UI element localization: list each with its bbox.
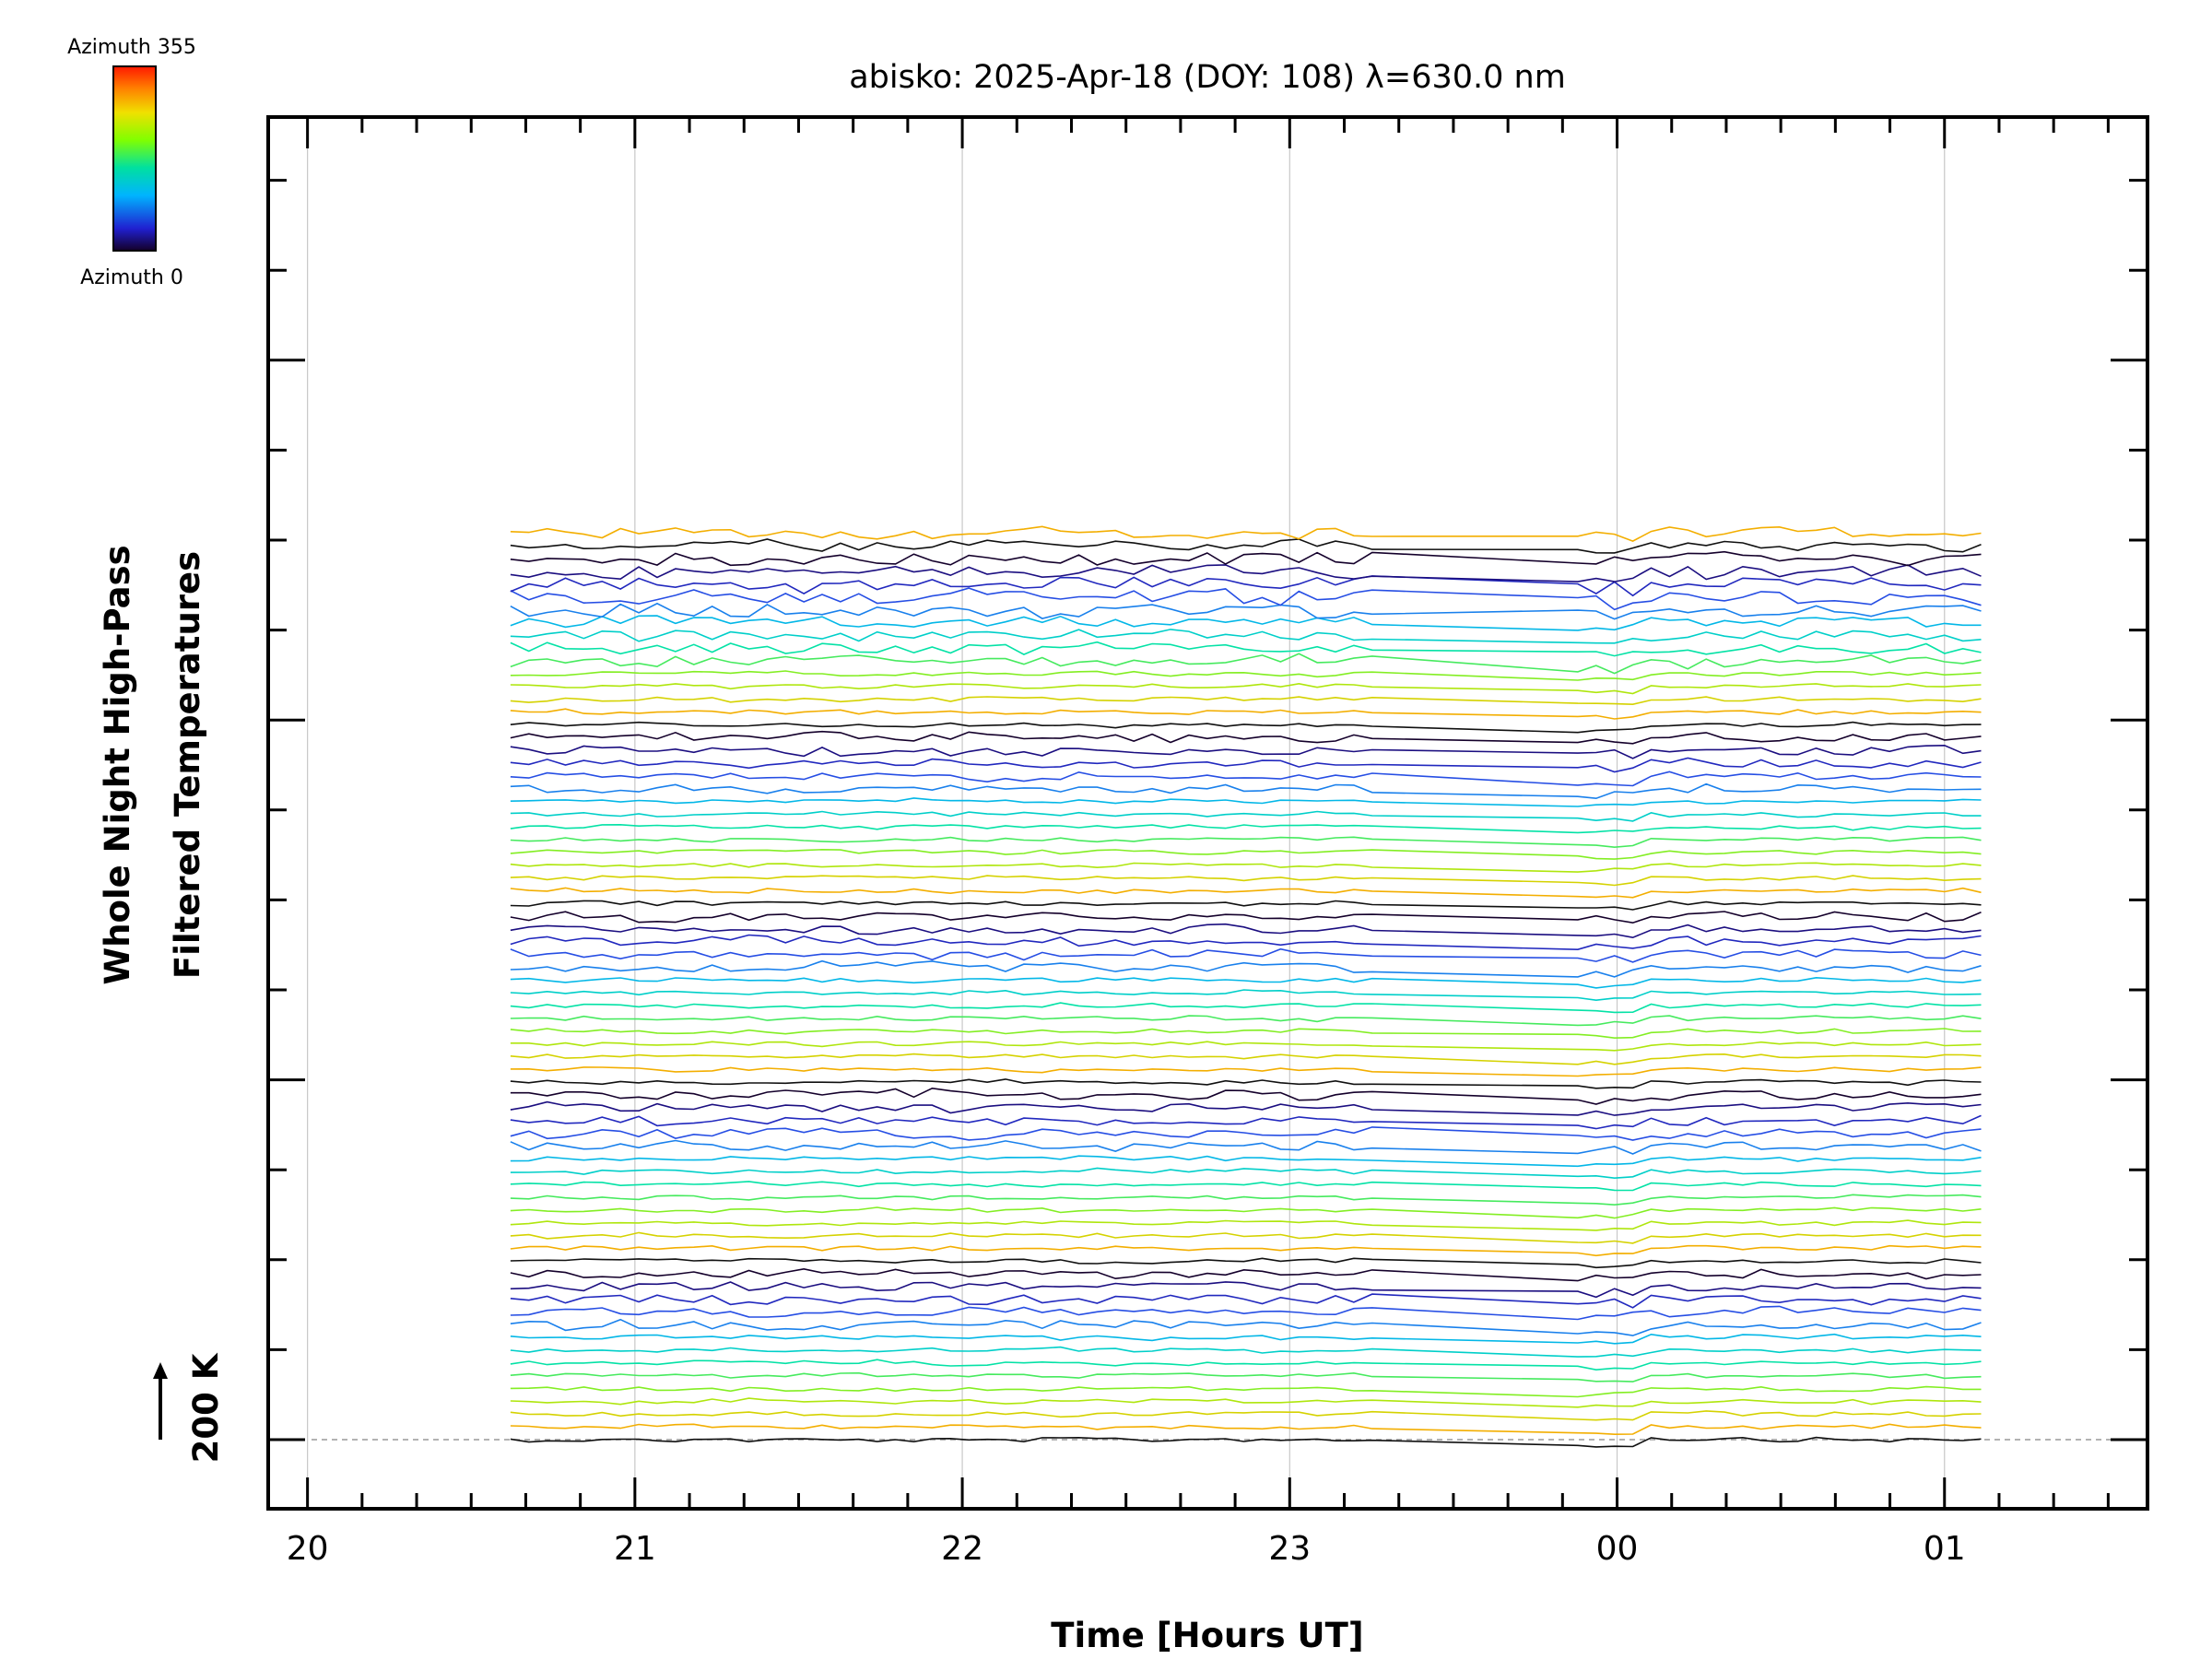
- trace-37: [510, 976, 1982, 989]
- trace-11: [510, 1305, 1982, 1321]
- x-tick-label-20: 20: [287, 1530, 329, 1568]
- trace-60: [510, 682, 1982, 695]
- trace-14: [510, 1267, 1982, 1282]
- colorbar-top-label: Azimuth 355: [67, 36, 196, 59]
- trace-17: [510, 1231, 1982, 1244]
- plot-frame: [266, 115, 2149, 1511]
- trace-32: [510, 1041, 1982, 1052]
- trace-47: [510, 848, 1982, 860]
- colorbar-bottom-label: Azimuth 0: [80, 266, 183, 289]
- x-tick-label-23: 23: [1268, 1530, 1311, 1568]
- trace-40: [510, 934, 1982, 951]
- trace-35: [510, 1002, 1982, 1014]
- y-axis-label-line1: Whole Night High-Pass: [98, 545, 137, 984]
- trace-23: [510, 1155, 1982, 1168]
- x-tick-labels: 20 21 22 23 00 01: [287, 1530, 1966, 1568]
- trace-48: [510, 836, 1982, 849]
- trace-69: [510, 564, 1982, 582]
- trace-70: [510, 550, 1982, 567]
- trace-45: [510, 875, 1982, 887]
- trace-30: [510, 1066, 1982, 1077]
- trace-72: [510, 525, 1982, 542]
- trace-8: [510, 1346, 1982, 1358]
- temperature-traces: [510, 525, 1982, 1448]
- trace-31: [510, 1053, 1982, 1065]
- trace-4: [510, 1397, 1982, 1408]
- trace-20: [510, 1194, 1982, 1206]
- trace-15: [510, 1257, 1982, 1269]
- trace-46: [510, 862, 1982, 873]
- trace-54: [510, 757, 1982, 773]
- scale-label: 200 K: [186, 1352, 226, 1463]
- trace-52: [510, 782, 1982, 800]
- trace-39: [510, 947, 1982, 963]
- trace-12: [510, 1293, 1982, 1309]
- trace-65: [510, 615, 1982, 631]
- trace-58: [510, 708, 1982, 720]
- trace-25: [510, 1126, 1982, 1141]
- trace-43: [510, 900, 1982, 911]
- trace-42: [510, 911, 1982, 924]
- trace-27: [510, 1100, 1982, 1116]
- trace-57: [510, 721, 1982, 734]
- trace-13: [510, 1281, 1982, 1299]
- x-tick-label-21: 21: [614, 1530, 656, 1568]
- trace-28: [510, 1087, 1982, 1105]
- trace-63: [510, 641, 1982, 657]
- trace-19: [510, 1206, 1982, 1219]
- trace-62: [510, 653, 1982, 675]
- trace-49: [510, 823, 1982, 834]
- trace-2: [510, 1423, 1982, 1436]
- chart-title: abisko: 2025-Apr-18 (DOY: 108) λ=630.0 n…: [849, 59, 1566, 96]
- trace-55: [510, 744, 1982, 759]
- trace-29: [510, 1078, 1982, 1089]
- trace-68: [510, 575, 1982, 597]
- trace-50: [510, 810, 1982, 822]
- trace-21: [510, 1181, 1982, 1192]
- x-tick-label-00: 00: [1596, 1530, 1639, 1568]
- trace-33: [510, 1028, 1982, 1040]
- trace-36: [510, 989, 1982, 1002]
- trace-71: [510, 538, 1982, 554]
- trace-34: [510, 1015, 1982, 1027]
- colorbar: Azimuth 355 Azimuth 0: [67, 36, 196, 289]
- trace-5: [510, 1385, 1982, 1398]
- x-tick-label-01: 01: [1924, 1530, 1966, 1568]
- trace-9: [510, 1333, 1982, 1345]
- trace-56: [510, 730, 1982, 745]
- trace-6: [510, 1371, 1982, 1382]
- gridlines: [307, 117, 1946, 1509]
- trace-59: [510, 696, 1982, 706]
- trace-66: [510, 602, 1982, 620]
- trace-10: [510, 1318, 1982, 1336]
- trace-67: [510, 587, 1982, 611]
- trace-3: [510, 1410, 1982, 1421]
- scale-indicator: 200 K: [153, 1352, 226, 1463]
- x-tick-label-22: 22: [941, 1530, 983, 1568]
- colorbar-gradient: [112, 65, 157, 252]
- trace-24: [510, 1139, 1982, 1155]
- trace-41: [510, 923, 1982, 939]
- trace-51: [510, 797, 1982, 807]
- trace-26: [510, 1114, 1982, 1130]
- trace-7: [510, 1359, 1982, 1371]
- trace-38: [510, 959, 1982, 978]
- trace-22: [510, 1167, 1982, 1180]
- scale-arrow-head: [153, 1362, 168, 1379]
- trace-18: [510, 1219, 1982, 1231]
- x-axis-label: Time [Hours UT]: [1051, 1616, 1363, 1655]
- trace-64: [510, 629, 1982, 644]
- trace-53: [510, 771, 1982, 787]
- axis-ticks: [268, 117, 2147, 1509]
- trace-44: [510, 887, 1982, 899]
- trace-61: [510, 670, 1982, 681]
- trace-16: [510, 1244, 1982, 1257]
- y-axis-label-line2: Filtered Temperatures: [168, 551, 207, 979]
- trace-1: [510, 1436, 1982, 1448]
